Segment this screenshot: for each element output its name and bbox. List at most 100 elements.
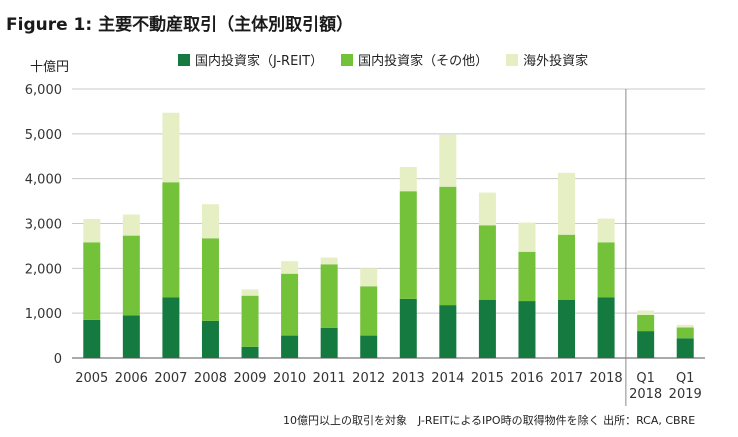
bar-segment-other_domestic — [162, 182, 180, 298]
bar-segment-jreit — [241, 346, 259, 358]
x-tick-label-line: 2016 — [510, 371, 543, 386]
x-tick-label: 2016 — [510, 371, 543, 386]
bar-segment-jreit — [597, 297, 615, 358]
x-tick-label-line: 2017 — [550, 371, 583, 386]
legend: 国内投資家（J-REIT） 国内投資家（その他） 海外投資家 — [178, 50, 606, 69]
x-tick-label: 2014 — [431, 371, 464, 386]
x-tick-label-line: 2013 — [392, 371, 425, 386]
bar-segment-other_domestic — [241, 295, 259, 347]
bar-segment-overseas — [478, 192, 496, 226]
bar-segment-other_domestic — [439, 186, 457, 306]
source-note: 10億円以上の取引を対象 J-REITによるIPO時の取得物件を除く 出所：RC… — [283, 414, 696, 427]
x-tick-label-line: 2015 — [471, 371, 504, 386]
legend-swatch-overseas — [506, 53, 519, 66]
bar-segment-overseas — [241, 289, 259, 296]
x-tick-label: 2007 — [154, 371, 187, 386]
bar-segment-jreit — [676, 338, 694, 358]
bar-segment-other_domestic — [676, 327, 694, 339]
x-tick-label: 2013 — [392, 371, 425, 386]
x-tick-label-line: 2012 — [352, 371, 385, 386]
bar-segment-other_domestic — [320, 264, 338, 328]
bar-segment-jreit — [162, 297, 180, 358]
bar-segment-other_domestic — [637, 314, 655, 332]
x-tick-label-line: 2018 — [629, 387, 662, 402]
x-tick-label: 2005 — [75, 371, 108, 386]
bar-segment-overseas — [676, 324, 694, 328]
bar-segment-jreit — [518, 301, 536, 358]
x-tick-label: 2009 — [233, 371, 266, 386]
bar-segment-other_domestic — [83, 242, 101, 320]
x-tick-label-line: 2008 — [194, 371, 227, 386]
legend-item-other-domestic: 国内投資家（その他） — [341, 50, 488, 69]
x-tick-label-line: Q1 — [676, 371, 695, 386]
bar-segment-other_domestic — [281, 273, 299, 336]
x-tick-label: 2012 — [352, 371, 385, 386]
bar-segment-jreit — [201, 320, 219, 358]
y-tick-label: 4,000 — [25, 173, 62, 188]
legend-item-overseas: 海外投資家 — [506, 50, 588, 69]
y-tick-label: 2,000 — [25, 262, 62, 277]
y-axis-unit-label: 十億円 — [30, 60, 70, 75]
bar-segment-jreit — [558, 299, 576, 358]
bar-segment-other_domestic — [478, 225, 496, 300]
bar-segment-overseas — [558, 172, 576, 235]
y-tick-label: 6,000 — [25, 83, 62, 98]
x-tick-label-line: Q1 — [636, 371, 655, 386]
bar-segment-jreit — [399, 298, 417, 358]
x-tick-label-line: 2018 — [590, 371, 623, 386]
legend-item-jreit: 国内投資家（J-REIT） — [178, 50, 323, 69]
bar-segment-jreit — [320, 327, 338, 358]
x-tick-label-line: 2006 — [115, 371, 148, 386]
x-tick-label: Q1 2018 — [629, 371, 662, 402]
bar-segment-jreit — [637, 331, 655, 358]
bar-segment-overseas — [122, 214, 140, 236]
legend-label-overseas: 海外投資家 — [523, 54, 589, 69]
x-tick-label: Q1 2019 — [669, 371, 702, 402]
x-tick-label-line: 2009 — [233, 371, 266, 386]
x-tick-label-line: 2010 — [273, 371, 306, 386]
x-tick-label: 2017 — [550, 371, 583, 386]
legend-swatch-other-domestic — [341, 53, 354, 66]
bar-segment-overseas — [439, 134, 457, 187]
bar-segment-overseas — [399, 167, 417, 192]
bar-segment-overseas — [518, 222, 536, 252]
legend-label-other-domestic: 国内投資家（その他） — [358, 54, 489, 69]
y-tick-label: 5,000 — [25, 128, 62, 143]
y-tick-label: 1,000 — [25, 307, 62, 322]
bar-segment-other_domestic — [597, 242, 615, 298]
bar-segment-overseas — [201, 204, 219, 239]
x-tick-label: 2008 — [194, 371, 227, 386]
bar-segment-jreit — [122, 315, 140, 358]
bar-segment-jreit — [478, 299, 496, 358]
bar-segment-jreit — [281, 335, 299, 358]
y-tick-label: 3,000 — [25, 218, 62, 233]
bar-segment-overseas — [360, 268, 378, 287]
x-tick-label-line: 2019 — [669, 387, 702, 402]
bar-segment-jreit — [83, 319, 101, 358]
x-tick-label: 2011 — [313, 371, 346, 386]
bar-segment-overseas — [637, 310, 655, 315]
x-tick-label: 2018 — [590, 371, 623, 386]
chart-title: Figure 1: 主要不動産取引（主体別取引額） — [6, 15, 354, 35]
bar-segment-other_domestic — [360, 286, 378, 336]
bar-segment-overseas — [162, 112, 180, 183]
bar-segment-jreit — [360, 335, 378, 358]
bar-segment-other_domestic — [558, 234, 576, 300]
bar-segment-other_domestic — [201, 238, 219, 321]
legend-swatch-jreit — [178, 53, 190, 66]
bar-segment-overseas — [320, 257, 338, 265]
legend-label-jreit: 国内投資家（J-REIT） — [195, 54, 324, 69]
bar-segment-other_domestic — [122, 235, 140, 316]
bar-segment-jreit — [439, 305, 457, 358]
x-tick-label: 2010 — [273, 371, 306, 386]
y-tick-label: 0 — [54, 352, 62, 367]
x-tick-label-line: 2011 — [313, 371, 346, 386]
x-tick-label-line: 2014 — [431, 371, 464, 386]
bar-segment-overseas — [597, 218, 615, 243]
x-tick-label: 2015 — [471, 371, 504, 386]
bar-segment-overseas — [281, 261, 299, 274]
bar-segment-other_domestic — [518, 251, 536, 302]
x-tick-label: 2006 — [115, 371, 148, 386]
x-tick-label-line: 2007 — [154, 371, 187, 386]
